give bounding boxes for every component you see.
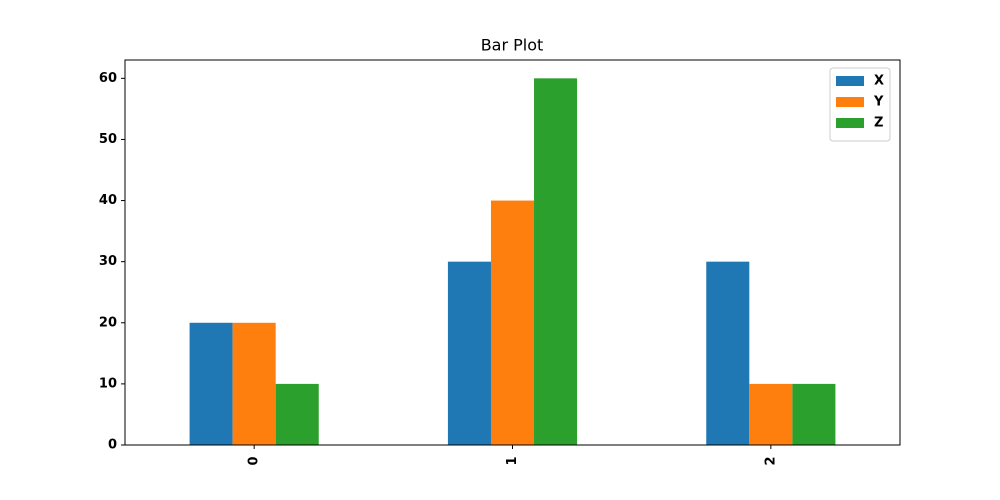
legend-swatch <box>836 97 864 107</box>
x-tick-label: 0 <box>247 456 262 465</box>
y-tick-label: 50 <box>99 132 117 147</box>
bar <box>275 383 319 445</box>
legend-label: Y <box>873 95 884 110</box>
legend-swatch <box>836 118 864 128</box>
chart-title: Bar Plot <box>481 36 544 55</box>
bar <box>189 322 233 445</box>
bar <box>792 383 836 445</box>
plot-frame <box>124 59 901 446</box>
x-tick-label: 1 <box>505 456 520 465</box>
y-tick-label: 30 <box>99 254 117 269</box>
y-tick-label: 20 <box>99 315 117 330</box>
legend: XYZ <box>829 67 891 142</box>
x-tick-label: 2 <box>763 456 778 465</box>
y-tick-label: 60 <box>99 71 117 86</box>
legend-label: X <box>874 74 884 89</box>
y-tick-label: 0 <box>108 438 117 453</box>
y-tick-label: 40 <box>99 193 117 208</box>
legend-label: Z <box>874 116 883 131</box>
bar <box>490 200 535 445</box>
bar <box>706 261 750 445</box>
bar <box>232 322 276 445</box>
legend-swatch <box>836 76 864 86</box>
bar <box>447 261 491 445</box>
y-tick-label: 10 <box>99 376 117 391</box>
bar <box>749 383 793 445</box>
bar <box>534 78 578 445</box>
